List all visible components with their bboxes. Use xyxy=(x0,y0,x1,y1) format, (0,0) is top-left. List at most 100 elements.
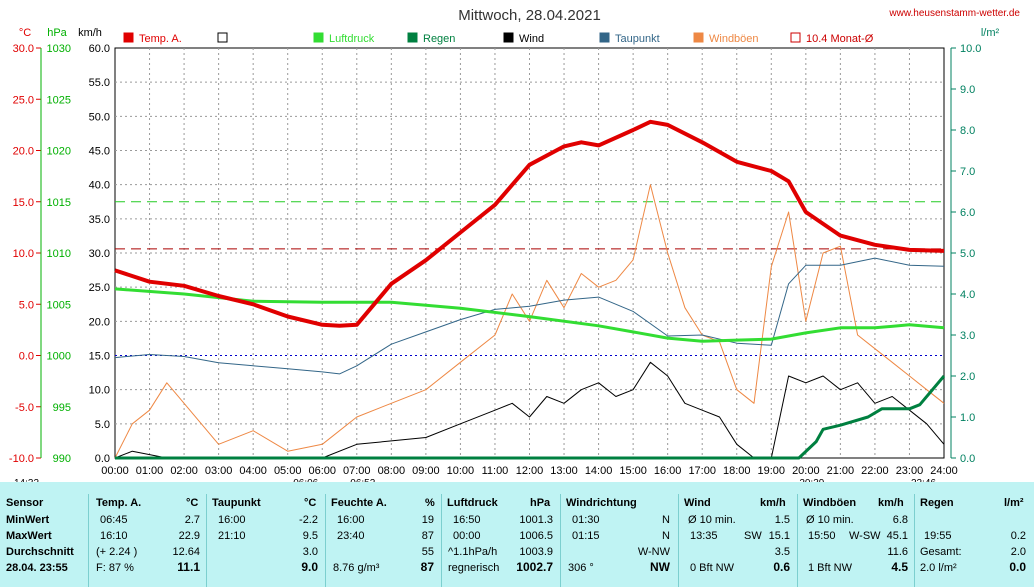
axis-label-wind: km/h xyxy=(78,27,102,39)
luftdruck-current: 1002.7 xyxy=(516,560,553,574)
legend-label: Windböen xyxy=(709,33,759,45)
temp-avg-note: (+ 2.24 ) xyxy=(96,546,138,558)
tick-label-time: 03:00 xyxy=(205,465,233,477)
legend-label: Regen xyxy=(423,33,455,45)
tick-label-time: 16:00 xyxy=(654,465,682,477)
tick-label-rain: 9.0 xyxy=(960,84,975,96)
tick-label-time: 10:00 xyxy=(447,465,475,477)
tick-label-rain: 5.0 xyxy=(960,248,975,260)
taupunkt-min-time: 16:00 xyxy=(218,514,246,526)
series-line-taupunkt xyxy=(114,257,945,375)
luftdruck-min-time: 16:50 xyxy=(453,514,481,526)
row-label-min: MinWert xyxy=(6,514,50,526)
col-sep xyxy=(678,494,679,587)
feuchte-current: 87 xyxy=(420,560,434,574)
windboeen-max-dir: W-SW xyxy=(849,530,881,542)
tick-label-wind: 35.0 xyxy=(89,214,110,226)
tick-label-rain: 8.0 xyxy=(960,125,975,137)
windrichtung-max-time: 01:15 xyxy=(572,530,600,542)
tick-label-temp: 30.0 xyxy=(13,43,34,55)
series-line-luftdruck xyxy=(114,287,945,343)
row-label-avg: Durchschnitt xyxy=(6,546,74,558)
header-luftdruck: Luftdruck xyxy=(447,497,498,509)
windrichtung-current: NW xyxy=(650,560,670,574)
series-line-wind xyxy=(114,361,945,459)
taupunkt-current: 9.0 xyxy=(301,560,318,574)
tick-label-pressure: 990 xyxy=(53,453,71,465)
header-temp: Temp. A. xyxy=(96,497,142,509)
tick-label-pressure: 1000 xyxy=(47,351,71,363)
header-feuchte-unit: % xyxy=(425,497,435,509)
tick-label-temp: 20.0 xyxy=(13,146,34,158)
regen-current: 0.0 xyxy=(1009,560,1026,574)
tick-label-pressure: 1020 xyxy=(47,146,71,158)
tick-label-time: 17:00 xyxy=(688,465,716,477)
tick-label-time: 12:00 xyxy=(516,465,544,477)
tick-label-time: 18:00 xyxy=(723,465,751,477)
temp-min: 2.7 xyxy=(184,514,200,526)
windboeen-avg: 11.6 xyxy=(887,546,908,558)
wind-max: 15.1 xyxy=(768,530,790,542)
tick-label-rain: 3.0 xyxy=(960,330,975,342)
wind-avg: 3.5 xyxy=(774,546,790,558)
legend-swatch xyxy=(599,32,610,43)
tick-label-time: 04:00 xyxy=(239,465,267,477)
series-line-windböen xyxy=(114,184,945,459)
table-top-band xyxy=(0,482,1034,494)
header-feuchte: Feuchte A. xyxy=(331,497,387,509)
feuchte-min: 19 xyxy=(421,514,434,526)
tick-label-wind: 30.0 xyxy=(89,248,110,260)
tick-label-temp: 5.0 xyxy=(19,299,34,311)
windboeen-min: 6.8 xyxy=(892,514,908,526)
header-windboeen: Windböen xyxy=(803,497,857,509)
tick-label-pressure: 1010 xyxy=(47,248,71,260)
legend-label: Temp. A. xyxy=(139,33,182,45)
col-sep xyxy=(797,494,798,587)
col-sep xyxy=(325,494,326,587)
tick-label-time: 14:00 xyxy=(585,465,613,477)
chart-title: Mittwoch, 28.04.2021 xyxy=(458,7,601,24)
axis-label-rain: l/m² xyxy=(981,27,1000,39)
windboeen-min-note: Ø 10 min. xyxy=(806,514,854,526)
luftdruck-avg: 1003.9 xyxy=(519,546,553,558)
legend-label: 10.4 Monat-Ø xyxy=(806,33,874,45)
tick-label-time: 06:00 xyxy=(308,465,336,477)
tick-label-wind: 20.0 xyxy=(89,316,110,328)
feuchte-max: 87 xyxy=(421,530,434,542)
luftdruck-min: 1001.3 xyxy=(519,514,553,526)
wind-min-note: Ø 10 min. xyxy=(688,514,736,526)
tick-label-wind: 50.0 xyxy=(89,111,110,123)
tick-label-rain: 10.0 xyxy=(960,43,981,55)
header-taupunkt-unit: °C xyxy=(304,497,317,509)
tick-label-time: 13:00 xyxy=(550,465,578,477)
tick-label-temp: 10.0 xyxy=(13,248,34,260)
legend-swatch xyxy=(693,32,704,43)
legend-swatch xyxy=(407,32,418,43)
header-wind: Wind xyxy=(684,497,711,509)
windboeen-max-time: 15:50 xyxy=(808,530,836,542)
tick-label-wind: 15.0 xyxy=(89,351,110,363)
tick-label-wind: 25.0 xyxy=(89,282,110,294)
header-luftdruck-unit: hPa xyxy=(530,497,551,509)
source-link: www.heusenstamm-wetter.de xyxy=(888,8,1020,19)
tick-label-wind: 10.0 xyxy=(89,385,110,397)
tick-label-time: 00:00 xyxy=(101,465,129,477)
windrichtung-min: N xyxy=(662,514,670,526)
windrichtung-max: N xyxy=(662,530,670,542)
wind-current: 0.6 xyxy=(773,560,790,574)
header-regen-unit: l/m² xyxy=(1004,497,1024,509)
chart-svg: Mittwoch, 28.04.2021 www.heusenstamm-wett… xyxy=(9,7,1021,489)
wind-max-time: 13:35 xyxy=(690,530,718,542)
taupunkt-avg: 3.0 xyxy=(302,546,318,558)
temp-avg: 12.64 xyxy=(172,546,200,558)
luftdruck-avg-note: ^1.1hPa/h xyxy=(448,546,498,558)
header-windrichtung: Windrichtung xyxy=(566,497,637,509)
luftdruck-max: 1006.5 xyxy=(519,530,553,542)
col-sep xyxy=(560,494,561,587)
legend-swatch xyxy=(790,32,801,43)
tick-label-time: 15:00 xyxy=(619,465,647,477)
tick-label-time: 08:00 xyxy=(378,465,406,477)
tick-label-time: 02:00 xyxy=(170,465,198,477)
tick-label-rain: 0.0 xyxy=(960,453,975,465)
tick-label-rain: 2.0 xyxy=(960,371,975,383)
